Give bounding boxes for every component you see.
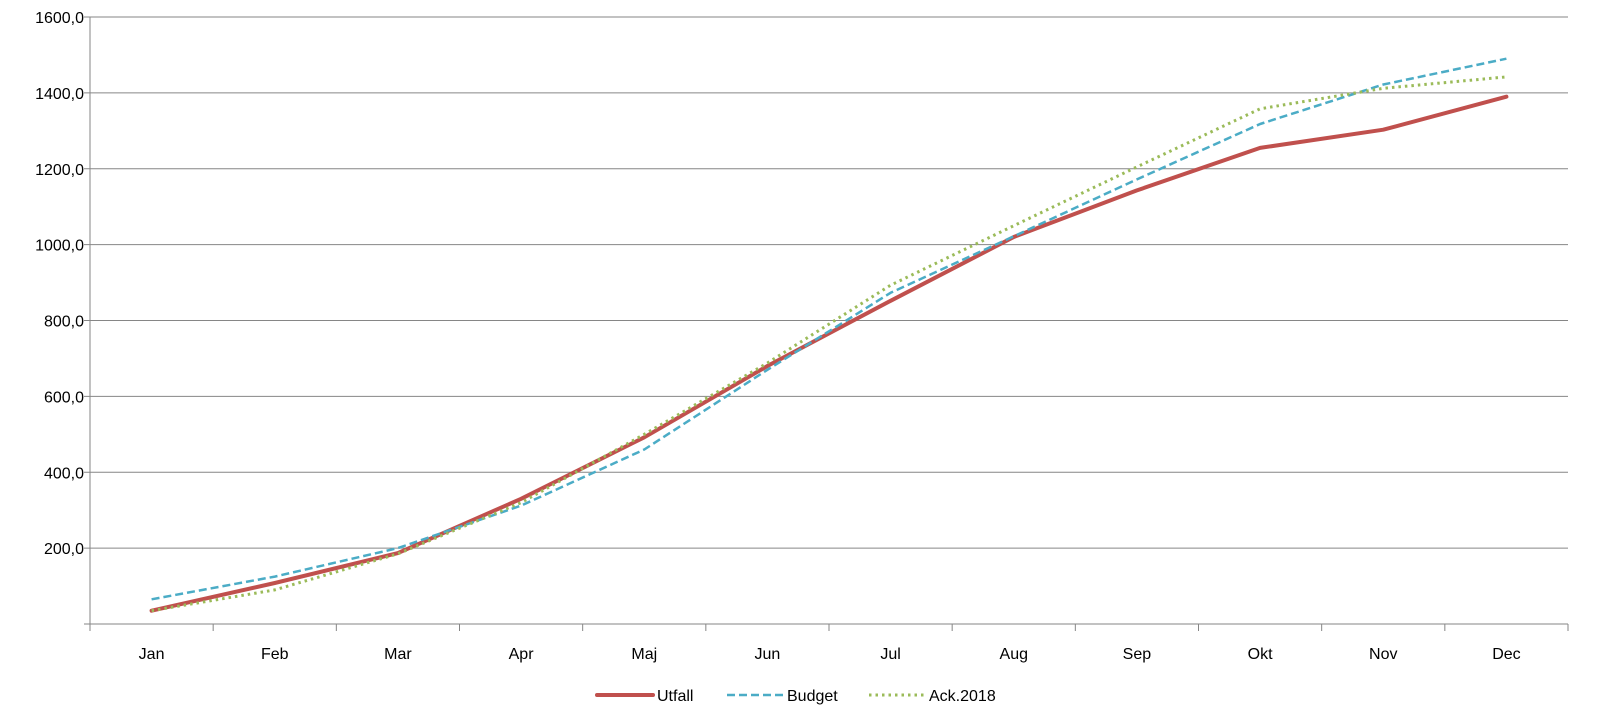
y-tick-label: 1400,0 [35,86,84,103]
y-tick-label: 400,0 [44,465,84,482]
x-tick-label: Feb [261,646,289,663]
series-line-ack-2018 [151,75,1507,613]
x-tick-label: Mar [384,646,412,663]
legend-label: Budget [787,688,838,705]
series-line-utfall [149,94,1509,613]
series-lines [149,57,1509,613]
y-tick-label: 1600,0 [35,10,84,27]
axes: 200,0 400,0 600,0 800,0 1000,0 1200,0 1400,0 16… [35,10,1569,663]
series-line-budget [151,57,1507,601]
x-tick-label: Maj [631,646,657,663]
x-tick-label: Jun [755,646,781,663]
x-tick-label: Jul [880,646,900,663]
legend: Utfall Budget Ack.2018 [595,688,996,705]
y-tick-label: 1200,0 [35,162,84,179]
x-tick-label: Okt [1248,646,1273,663]
y-tick-label: 600,0 [44,389,84,406]
x-tick-label: Aug [1000,646,1028,663]
legend-label: Utfall [657,688,693,705]
x-tick-label: Sep [1123,646,1152,663]
x-tick-label: Dec [1492,646,1520,663]
x-tick-label: Nov [1369,646,1397,663]
y-tick-label: 800,0 [44,314,84,331]
x-tick-label: Jan [139,646,165,663]
gridlines [90,16,1568,549]
y-tick-label: 1000,0 [35,238,84,255]
y-tick-label: 200,0 [44,541,84,558]
legend-label: Ack.2018 [929,688,996,705]
x-tick-label: Apr [509,646,535,663]
